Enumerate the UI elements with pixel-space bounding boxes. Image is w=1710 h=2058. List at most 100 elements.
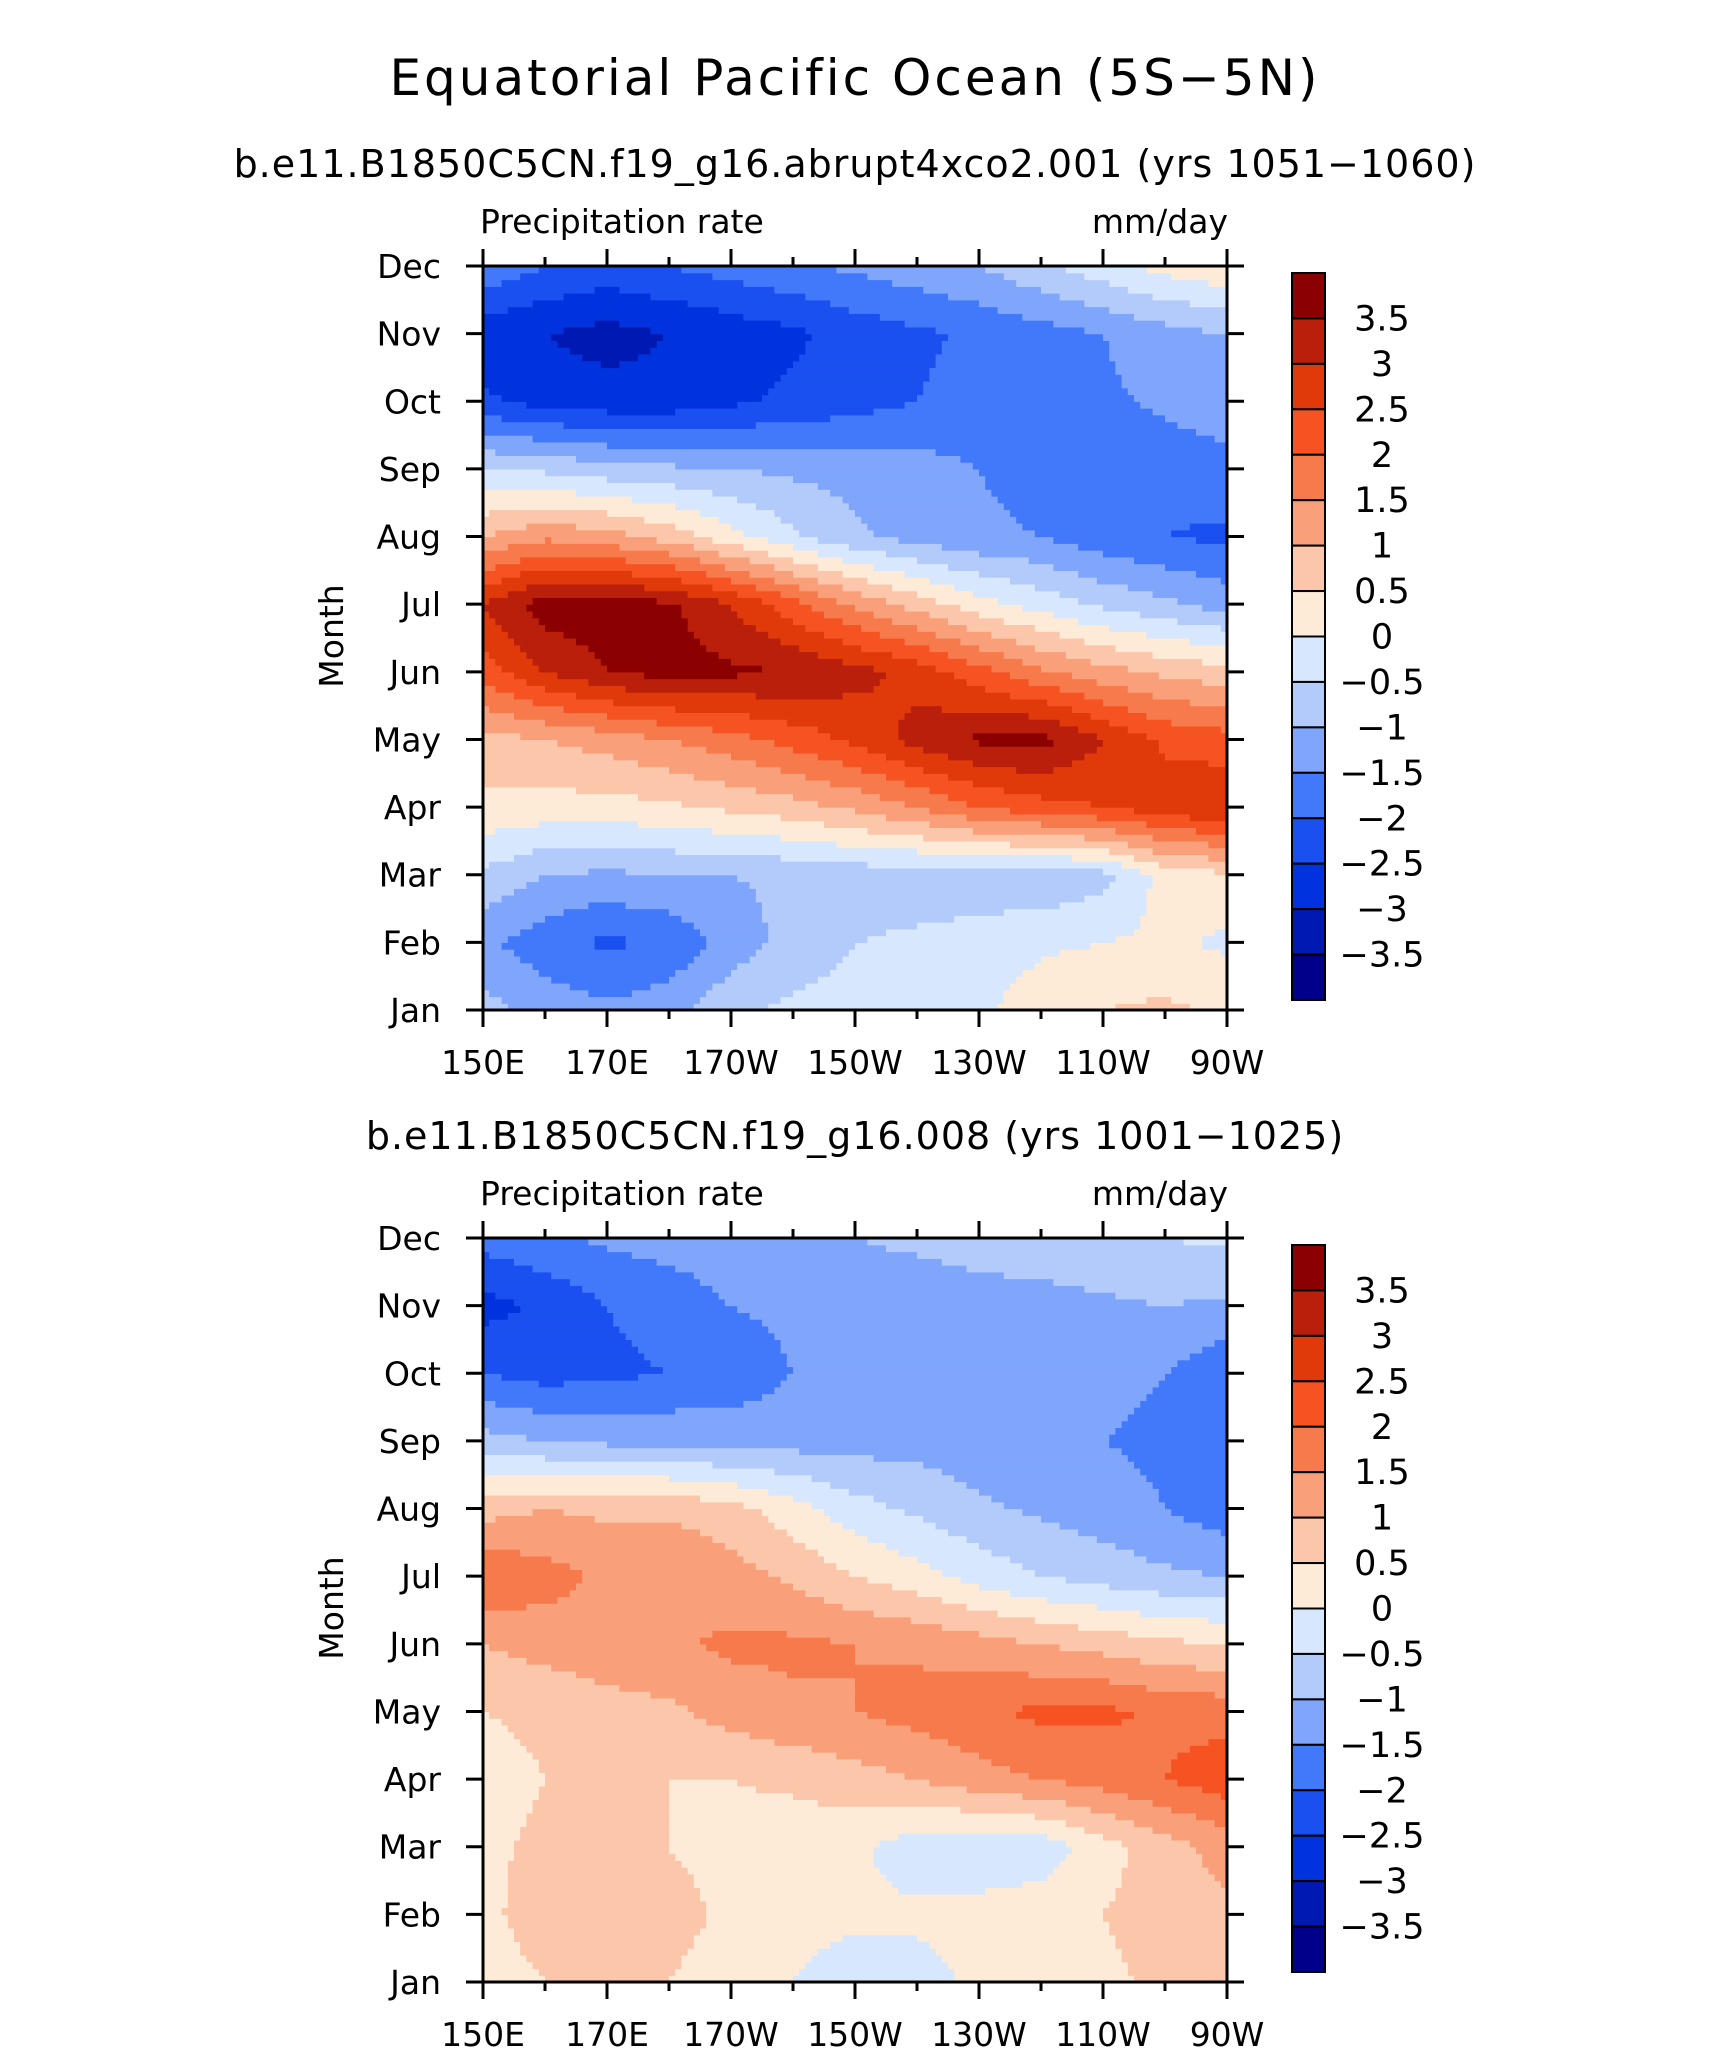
heatmap-cell: [1152, 874, 1228, 883]
heatmap-cell: [1127, 1413, 1228, 1422]
heatmap-cell: [898, 1549, 992, 1557]
heatmap-cell: [1177, 597, 1228, 605]
heatmap-cell: [1022, 658, 1092, 666]
heatmap-cell: [507, 1003, 695, 1011]
heatmap-cell: [507, 1867, 689, 1875]
heatmap-cell: [972, 732, 1048, 741]
heatmap-cell: [483, 475, 608, 484]
heatmap-cell: [910, 1724, 1228, 1733]
heatmap-cell: [483, 1238, 589, 1246]
heatmap-cell: [483, 989, 490, 998]
colorbar-box: [1291, 771, 1326, 820]
heatmap-cell: [1053, 1867, 1123, 1875]
colorbar-box: [1291, 1925, 1326, 1974]
heatmap-cell: [892, 651, 949, 659]
heatmap-cell: [483, 293, 565, 301]
y-tick-label: Aug: [377, 518, 441, 557]
heatmap-cell: [563, 326, 651, 335]
heatmap-cell: [526, 1657, 732, 1665]
heatmap-cell: [563, 1508, 763, 1516]
heatmap-cell: [700, 949, 757, 957]
heatmap-cell: [1196, 1846, 1228, 1855]
heatmap-cell: [954, 1968, 1129, 1976]
heatmap-cell: [1109, 1677, 1228, 1685]
heatmap-cell: [1109, 306, 1228, 314]
heatmap-cell: [483, 1880, 509, 1888]
y-tick-label: May: [373, 1692, 441, 1731]
heatmap-cell: [1010, 577, 1098, 585]
heatmap-cell: [545, 1975, 670, 1983]
heatmap-cell: [904, 401, 1141, 409]
heatmap-cell: [1103, 333, 1228, 341]
heatmap-cell: [1165, 320, 1228, 328]
heatmap-cell: [675, 1968, 800, 1976]
heatmap-cell: [483, 908, 565, 916]
heatmap-cell: [1134, 1549, 1228, 1557]
heatmap-cell: [483, 746, 583, 754]
heatmap-cell: [483, 766, 670, 774]
colorbar-box: [1291, 317, 1326, 365]
heatmap-cell: [507, 935, 596, 943]
heatmap-cell: [1109, 347, 1228, 355]
heatmap-cell: [495, 1400, 744, 1408]
heatmap-cell: [483, 1501, 744, 1510]
heatmap-cell: [545, 1772, 906, 1780]
heatmap-cell: [656, 1258, 943, 1266]
colorbar-label: −2: [1356, 1771, 1408, 1811]
heatmap-cell: [848, 543, 943, 551]
y-tick-label: Apr: [384, 788, 442, 827]
y-tick-label: Jan: [388, 991, 441, 1030]
heatmap-cell: [669, 1785, 757, 1794]
heatmap-cell: [514, 1853, 676, 1861]
heatmap-cell: [842, 955, 1042, 964]
heatmap-cell: [1103, 1785, 1203, 1794]
heatmap-cell: [1016, 638, 1085, 646]
heatmap-cell: [545, 719, 658, 727]
heatmap-cell: [755, 421, 1178, 429]
heatmap-cell: [1146, 1555, 1228, 1564]
heatmap-cell: [483, 1657, 527, 1665]
heatmap-cell: [873, 1495, 992, 1503]
heatmap-cell: [1041, 955, 1228, 964]
heatmap-cell: [483, 1934, 515, 1943]
heatmap-cell: [1202, 942, 1228, 950]
heatmap-cell: [483, 1555, 552, 1564]
heatmap-cell: [501, 577, 682, 585]
y-tick-label: Jan: [388, 1963, 441, 2002]
x-tick-label: 170E: [565, 1043, 649, 1082]
heatmap-cell: [1165, 414, 1228, 423]
heatmap-cell: [1109, 279, 1209, 287]
heatmap-cell: [1183, 1238, 1228, 1246]
heatmap-cell: [551, 333, 664, 341]
heatmap-cell: [762, 665, 875, 673]
heatmap-cell: [1022, 969, 1228, 977]
heatmap-cell: [483, 1616, 912, 1625]
heatmap-cell: [483, 807, 726, 815]
heatmap-cell: [830, 969, 1023, 977]
heatmap-cell: [712, 1630, 788, 1638]
heatmap-cell: [1202, 678, 1228, 686]
heatmap-cell: [886, 550, 980, 558]
heatmap-cell: [483, 1434, 527, 1442]
heatmap-cell: [948, 617, 1005, 626]
colorbar-label: 2.5: [1354, 390, 1410, 430]
heatmap-cell: [780, 516, 862, 524]
heatmap-cell: [1022, 1792, 1129, 1800]
heatmap-cell: [786, 719, 899, 727]
heatmap-cell: [483, 1481, 738, 1489]
heatmap-cell: [1183, 1515, 1228, 1523]
colorbar-box: [1291, 453, 1326, 502]
heatmap-cell: [712, 489, 831, 497]
heatmap-cell: [483, 759, 639, 768]
panel-1: b.e11.B1850C5CN.f19_g16.abrupt4xco2.001 …: [234, 142, 1476, 1082]
heatmap-cell: [793, 1366, 1172, 1374]
heatmap-cell: [501, 1718, 707, 1726]
panel-2-heatmap: [483, 1238, 1228, 1983]
heatmap-cell: [681, 1522, 775, 1530]
heatmap-cell: [557, 340, 658, 348]
y-tick-label: Mar: [379, 1828, 442, 1867]
heatmap-cell: [737, 962, 837, 971]
heatmap-cell: [929, 807, 1011, 815]
heatmap-cell: [935, 665, 992, 673]
heatmap-cell: [526, 651, 596, 659]
